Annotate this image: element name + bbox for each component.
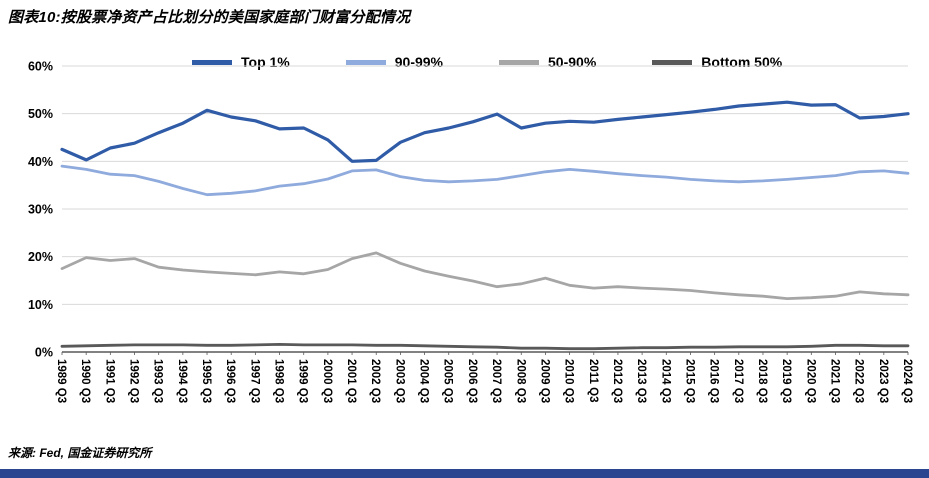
svg-text:2024 Q3: 2024 Q3 — [901, 359, 913, 403]
legend-swatch-50-90pct — [499, 59, 540, 65]
svg-text:2000 Q3: 2000 Q3 — [321, 359, 333, 403]
svg-text:50%: 50% — [28, 107, 53, 121]
svg-text:1996 Q3: 1996 Q3 — [224, 359, 236, 403]
svg-text:2017 Q3: 2017 Q3 — [732, 359, 744, 403]
svg-text:60%: 60% — [28, 60, 53, 74]
svg-text:1998 Q3: 1998 Q3 — [273, 359, 285, 403]
svg-text:2022 Q3: 2022 Q3 — [853, 359, 865, 403]
legend-swatch-top-1pct — [192, 59, 232, 65]
svg-text:2008 Q3: 2008 Q3 — [514, 359, 526, 403]
svg-text:2013 Q3: 2013 Q3 — [635, 359, 647, 403]
legend-swatch-90-99pct — [345, 59, 386, 65]
source-note: 来源: Fed, 国金证券研究所 — [8, 446, 152, 460]
svg-text:30%: 30% — [28, 203, 53, 217]
svg-text:1994 Q3: 1994 Q3 — [176, 359, 188, 403]
svg-text:2016 Q3: 2016 Q3 — [708, 359, 720, 403]
svg-text:20%: 20% — [28, 250, 53, 264]
svg-text:0%: 0% — [35, 346, 53, 360]
svg-text:2021 Q3: 2021 Q3 — [828, 359, 840, 403]
legend-swatch-bottom-50pct — [652, 59, 693, 65]
svg-text:2003 Q3: 2003 Q3 — [393, 359, 405, 403]
svg-text:1991 Q3: 1991 Q3 — [103, 359, 115, 403]
svg-text:2019 Q3: 2019 Q3 — [780, 359, 792, 403]
svg-text:2011 Q3: 2011 Q3 — [587, 359, 599, 402]
svg-text:1989 Q3: 1989 Q3 — [55, 359, 67, 403]
svg-text:1993 Q3: 1993 Q3 — [152, 359, 164, 403]
svg-text:2010 Q3: 2010 Q3 — [563, 359, 575, 403]
svg-text:2007 Q3: 2007 Q3 — [490, 359, 502, 403]
svg-text:1997 Q3: 1997 Q3 — [248, 359, 260, 403]
svg-text:1995 Q3: 1995 Q3 — [200, 359, 212, 403]
svg-text:2004 Q3: 2004 Q3 — [418, 359, 430, 403]
svg-text:2006 Q3: 2006 Q3 — [466, 359, 478, 403]
svg-text:2014 Q3: 2014 Q3 — [659, 359, 671, 403]
chart-title: 图表10:按股票净资产占比划分的美国家庭部门财富分配情况 — [8, 9, 411, 26]
svg-text:2020 Q3: 2020 Q3 — [804, 359, 816, 403]
svg-text:2005 Q3: 2005 Q3 — [442, 359, 454, 403]
svg-text:2015 Q3: 2015 Q3 — [683, 359, 695, 403]
footer-bar — [0, 469, 929, 478]
svg-text:1990 Q3: 1990 Q3 — [79, 359, 91, 403]
svg-text:1992 Q3: 1992 Q3 — [128, 359, 140, 403]
svg-text:2009 Q3: 2009 Q3 — [538, 359, 550, 403]
svg-text:10%: 10% — [28, 298, 53, 312]
svg-text:2023 Q3: 2023 Q3 — [877, 359, 889, 403]
svg-text:1999 Q3: 1999 Q3 — [297, 359, 309, 403]
svg-text:40%: 40% — [28, 155, 53, 169]
svg-text:2001 Q3: 2001 Q3 — [345, 359, 357, 403]
svg-text:2012 Q3: 2012 Q3 — [611, 359, 623, 403]
svg-text:2002 Q3: 2002 Q3 — [369, 359, 381, 403]
svg-text:2018 Q3: 2018 Q3 — [756, 359, 768, 403]
